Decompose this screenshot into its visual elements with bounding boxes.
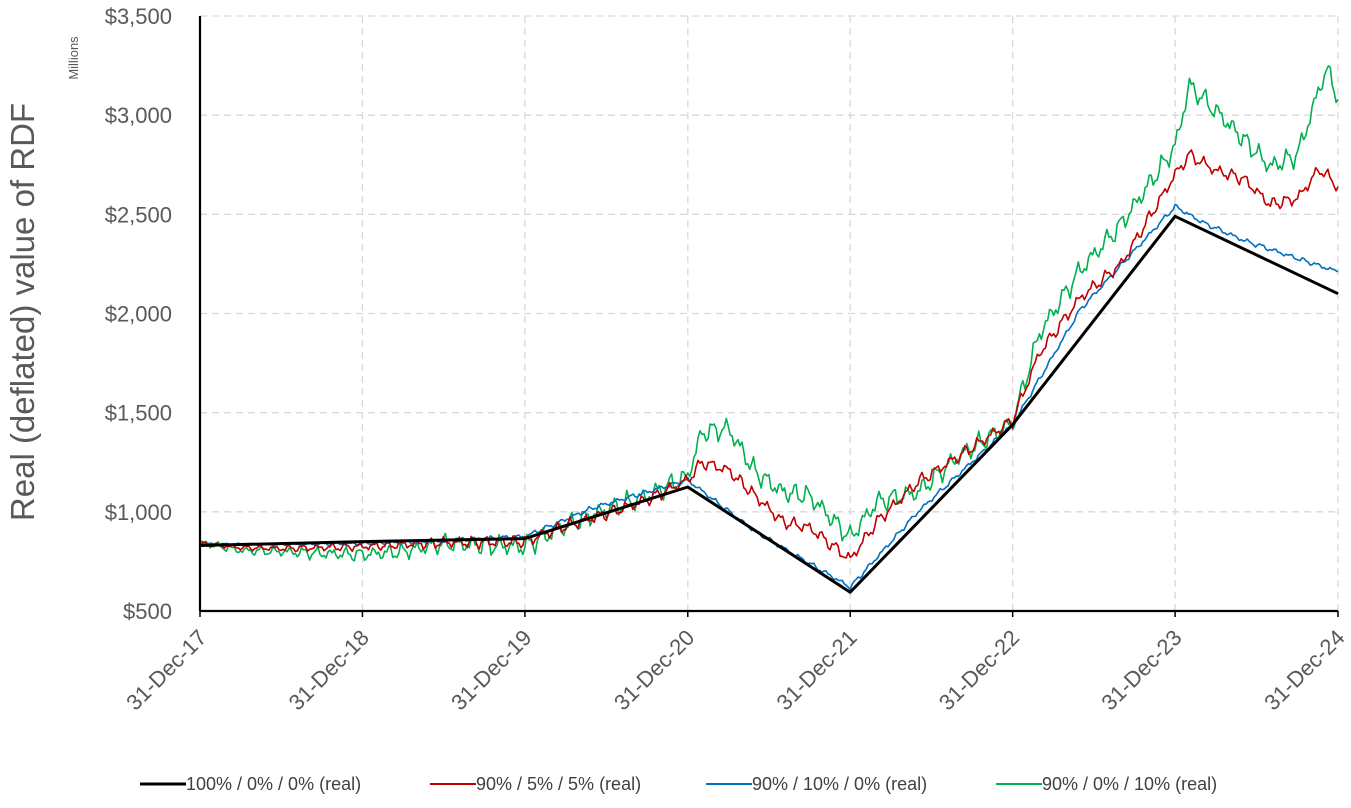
legend-label: 90% / 5% / 5% (real) (476, 774, 641, 794)
x-tick-labels: 31-Dec-17 31-Dec-18 31-Dec-19 31-Dec-20 31-D… (121, 625, 1349, 715)
y-tick-label: $3,000 (105, 103, 172, 128)
series-line (199, 203, 1339, 591)
series-lines (199, 65, 1339, 594)
y-tick-label: $1,500 (105, 401, 172, 426)
x-tick-label: 31-Dec-24 (1259, 625, 1349, 715)
x-tick-label: 31-Dec-19 (446, 625, 536, 715)
legend-label: 90% / 0% / 10% (real) (1042, 774, 1217, 794)
y-tick-label: $3,500 (105, 4, 172, 29)
x-tick-label: 31-Dec-21 (771, 625, 861, 715)
y-tick-label: $2,000 (105, 302, 172, 327)
legend: 100% / 0% / 0% (real) 90% / 5% / 5% (real… (140, 774, 1217, 794)
y-tick-label: $500 (123, 599, 172, 624)
y-tick-label: $2,500 (105, 202, 172, 227)
series-line (199, 214, 1339, 594)
y-tick-label: $1,000 (105, 500, 172, 525)
legend-label: 90% / 10% / 0% (real) (752, 774, 927, 794)
legend-label: 100% / 0% / 0% (real) (186, 774, 361, 794)
y-tick-labels: $500 $1,000 $1,500 $2,000 $2,500 $3,000 $3,500 (105, 4, 172, 624)
x-tick-label: 31-Dec-23 (1096, 625, 1186, 715)
x-tick-label: 31-Dec-17 (121, 625, 211, 715)
x-tick-label: 31-Dec-18 (284, 625, 374, 715)
x-tick-label: 31-Dec-22 (934, 625, 1024, 715)
series-line (199, 149, 1339, 559)
gridlines (200, 15, 1339, 611)
y-axis-label: Real (deflated) value of RDF (4, 103, 41, 521)
series-line (199, 65, 1339, 562)
axes (198, 16, 1339, 617)
x-tick-label: 31-Dec-20 (609, 625, 699, 715)
y-units-label: Millions (66, 36, 81, 80)
